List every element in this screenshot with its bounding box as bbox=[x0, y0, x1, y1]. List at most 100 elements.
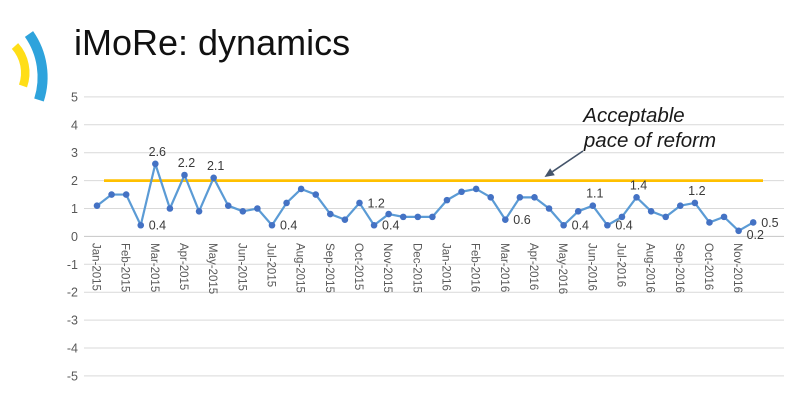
x-axis-label: Nov-2016 bbox=[731, 243, 743, 293]
x-axis-label: May-2015 bbox=[206, 243, 218, 294]
data-point-marker bbox=[312, 191, 320, 198]
x-axis-label: Jan-2016 bbox=[439, 243, 451, 291]
data-point-marker bbox=[254, 205, 261, 212]
gridlines bbox=[84, 96, 784, 377]
data-point-label: 0.2 bbox=[747, 228, 764, 242]
x-axis-label: Jun-2015 bbox=[235, 243, 247, 291]
x-axis-label: Jul-2016 bbox=[614, 243, 626, 287]
x-axis-label: Oct-2016 bbox=[702, 243, 714, 290]
data-point-marker bbox=[720, 213, 728, 221]
voxukraine-logo bbox=[11, 31, 48, 102]
data-point-marker bbox=[414, 213, 422, 221]
y-axis-label: -4 bbox=[67, 342, 78, 356]
data-point-marker bbox=[268, 221, 276, 229]
data-point-label: 0.4 bbox=[382, 219, 399, 233]
y-axis-label: -3 bbox=[67, 314, 78, 328]
data-point-marker bbox=[399, 213, 407, 221]
data-point-marker bbox=[181, 171, 188, 179]
x-axis-label: May-2016 bbox=[556, 243, 568, 294]
data-point-marker bbox=[370, 221, 378, 229]
logo-yellow-arc-icon bbox=[11, 43, 30, 88]
data-point-marker bbox=[662, 213, 670, 221]
data-point-marker bbox=[472, 185, 480, 193]
data-point-marker bbox=[574, 207, 582, 215]
y-axis-label: 4 bbox=[71, 118, 78, 132]
x-axis-label: Jan-2015 bbox=[90, 243, 102, 291]
data-point-marker bbox=[152, 160, 159, 168]
x-axis-label: Sep-2016 bbox=[673, 243, 685, 293]
data-point-marker bbox=[560, 221, 567, 229]
x-axis-label: Feb-2015 bbox=[119, 243, 131, 292]
data-point-marker bbox=[137, 221, 145, 229]
data-point-label: 0.4 bbox=[280, 219, 297, 233]
logo-blue-arc-icon bbox=[24, 31, 48, 102]
data-point-marker bbox=[749, 219, 757, 226]
x-axis-label: Apr-2015 bbox=[177, 243, 189, 290]
y-axis-labels: 5 4 3 2 1 0 -1 -2 -3 -4 -5 bbox=[67, 90, 78, 383]
data-point-marker bbox=[224, 202, 232, 210]
data-point-marker bbox=[443, 196, 451, 204]
data-point-marker bbox=[297, 185, 305, 193]
y-axis-label: 3 bbox=[71, 146, 78, 160]
annotation-line1: Acceptable bbox=[581, 104, 684, 127]
y-axis-label: 0 bbox=[71, 230, 78, 244]
imore-series-line bbox=[95, 162, 755, 232]
data-labels: 0.4 2.6 2.2 2.1 0.4 1.2 0.4 0.6 0.4 1.1 0.4 1.4 1.2 0… bbox=[149, 145, 779, 242]
data-point-marker bbox=[676, 202, 684, 210]
y-axis-label: 1 bbox=[71, 202, 78, 216]
data-point-marker bbox=[283, 199, 290, 207]
x-axis-label: Aug-2015 bbox=[294, 243, 306, 293]
data-point-marker bbox=[327, 210, 334, 218]
data-point-label: 0.4 bbox=[572, 219, 589, 233]
x-axis-label: Dec-2015 bbox=[410, 243, 422, 293]
data-point-marker bbox=[93, 202, 101, 210]
data-point-marker bbox=[647, 207, 655, 215]
data-point-label: 2.2 bbox=[178, 156, 195, 170]
data-point-label: 2.1 bbox=[207, 159, 224, 173]
data-point-marker bbox=[633, 194, 640, 201]
data-point-marker bbox=[210, 174, 217, 182]
data-point-marker bbox=[108, 191, 115, 198]
page-title: iMoRe: dynamics bbox=[74, 22, 351, 63]
data-point-marker bbox=[531, 194, 538, 201]
arrow-head-icon bbox=[544, 168, 555, 177]
data-point-label: 0.5 bbox=[761, 216, 778, 230]
data-point-marker bbox=[618, 213, 626, 221]
data-point-markers bbox=[93, 160, 757, 235]
x-axis-label: Oct-2015 bbox=[352, 243, 364, 290]
data-point-label: 1.1 bbox=[586, 187, 603, 201]
data-point-marker bbox=[604, 221, 611, 229]
x-axis-labels: Jan-2015 Feb-2015 Mar-2015 Apr-2015 May-2015… bbox=[90, 243, 744, 294]
data-point-marker bbox=[356, 199, 363, 207]
annotation-line2: pace of reform bbox=[583, 129, 716, 152]
x-axis-label: Sep-2015 bbox=[323, 243, 335, 293]
data-series bbox=[95, 162, 755, 232]
data-point-label: 1.2 bbox=[367, 196, 384, 210]
x-axis-label: Feb-2016 bbox=[469, 243, 481, 292]
y-axis-label: -2 bbox=[67, 286, 78, 300]
arrow-shaft bbox=[551, 150, 584, 173]
x-axis-label: Nov-2015 bbox=[381, 243, 393, 293]
y-axis-label: -1 bbox=[67, 258, 78, 272]
data-point-marker bbox=[706, 219, 713, 226]
data-point-marker bbox=[545, 205, 553, 212]
data-point-marker bbox=[691, 199, 699, 207]
data-point-label: 0.4 bbox=[615, 219, 632, 233]
x-axis-label: Aug-2016 bbox=[644, 243, 656, 293]
y-axis-label: -5 bbox=[67, 369, 78, 383]
data-point-marker bbox=[166, 205, 174, 212]
data-point-marker bbox=[735, 227, 742, 235]
data-point-marker bbox=[502, 216, 509, 223]
data-point-label: 0.6 bbox=[513, 213, 530, 227]
data-point-label: 0.4 bbox=[149, 219, 166, 233]
data-point-marker bbox=[516, 194, 524, 201]
data-point-marker bbox=[589, 202, 597, 210]
data-point-marker bbox=[385, 210, 392, 218]
y-axis-label: 5 bbox=[71, 90, 78, 104]
data-point-marker bbox=[458, 188, 465, 196]
data-point-marker bbox=[195, 207, 203, 215]
data-point-marker bbox=[429, 213, 436, 221]
